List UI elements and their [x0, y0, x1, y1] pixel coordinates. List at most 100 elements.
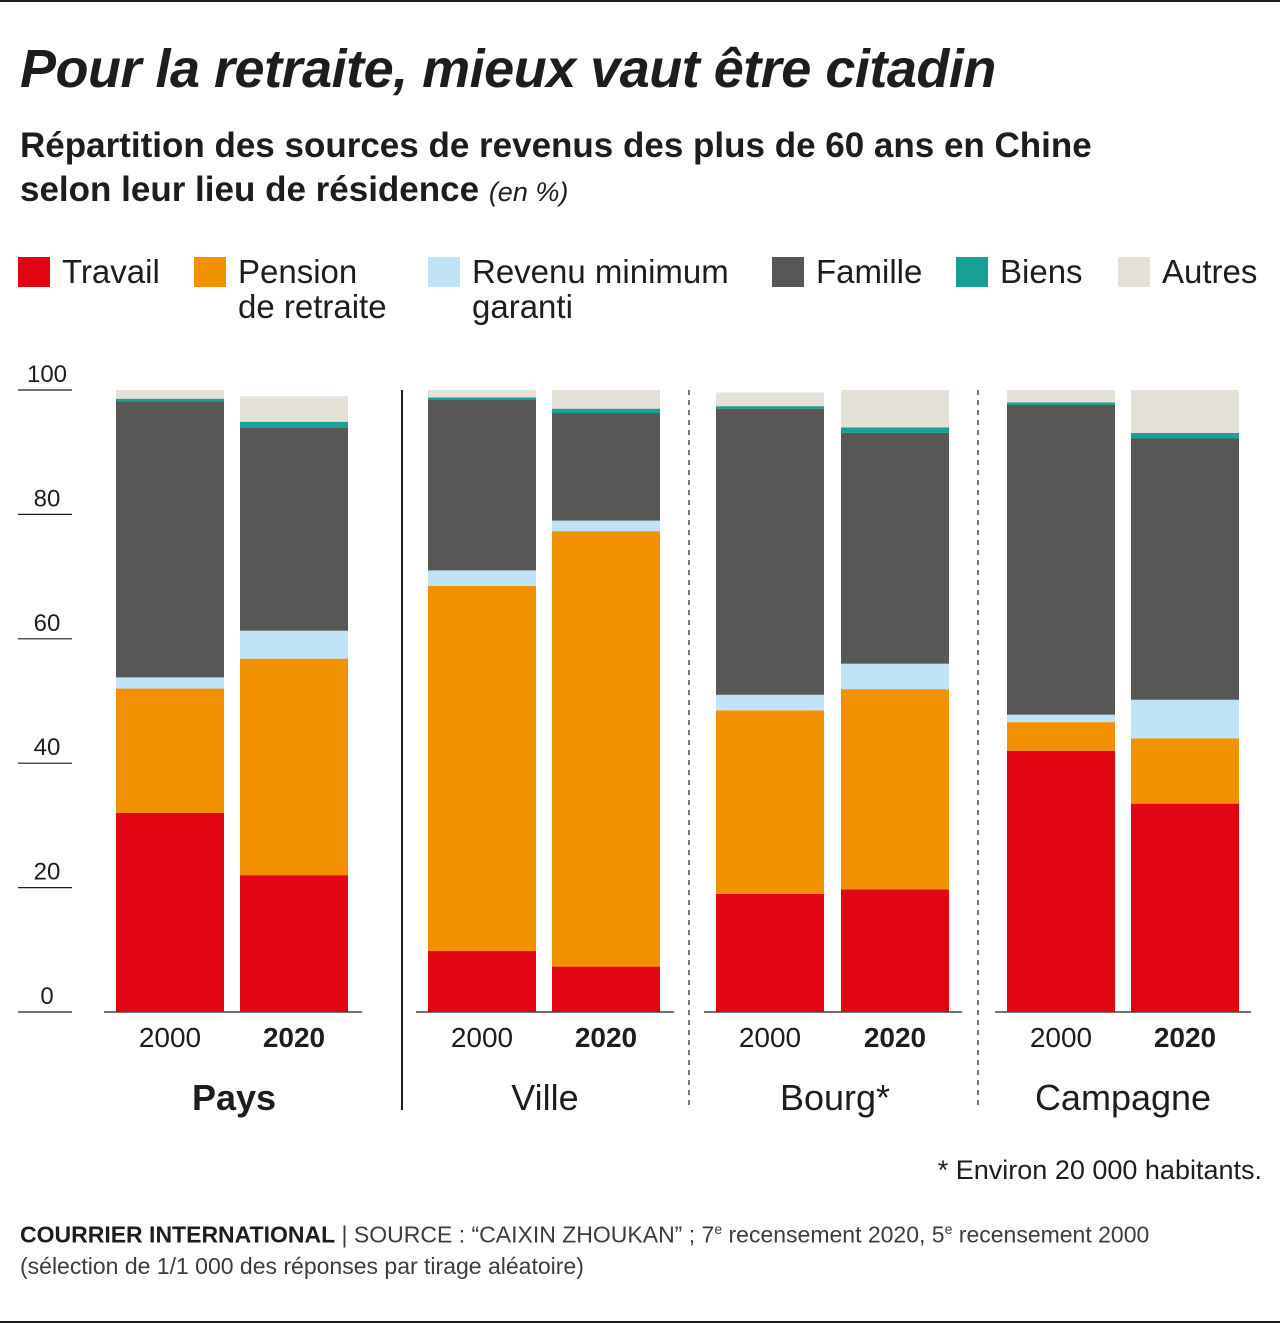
year-label: 2020 — [263, 1022, 325, 1053]
bar-segment-revenu-minimum-garanti — [1131, 699, 1239, 739]
legend-label-autres: Autres — [1162, 254, 1257, 289]
legend-item-revenu-minimum: Revenu minimum garanti — [428, 254, 729, 324]
bar-segment-famille — [428, 399, 536, 571]
bar-segment-biens — [428, 397, 536, 400]
year-label: 2020 — [575, 1022, 637, 1053]
bar-segment-revenu-minimum-garanti — [552, 520, 660, 532]
legend-label-biens-line1: Biens — [1000, 253, 1083, 290]
bar-segment-famille — [552, 413, 660, 521]
legend-label-famille: Famille — [816, 254, 922, 289]
y-tick-label: 100 — [27, 361, 67, 388]
source-text-b: recensement 2020, 5 — [722, 1221, 945, 1248]
subtitle-line-1: Répartition des sources de revenus des p… — [20, 126, 1092, 165]
legend-swatch-famille — [772, 257, 804, 287]
year-label: 2000 — [739, 1022, 801, 1053]
y-tick-label: 20 — [34, 859, 61, 886]
source-text-c: recensement 2000 — [952, 1221, 1150, 1248]
source-line-2: (sélection de 1/1 000 des réponses par t… — [20, 1252, 584, 1279]
bar-segment-travail — [716, 893, 824, 1012]
legend-label-revenu-minimum-line2: garanti — [472, 288, 573, 325]
bar-segment-revenu-minimum-garanti — [428, 570, 536, 586]
bar-segment-autres — [716, 392, 824, 407]
bar-segment-pension-de-retraite — [1131, 738, 1239, 804]
legend-label-pension: Pension de retraite — [238, 254, 387, 324]
bar-segment-revenu-minimum-garanti — [116, 677, 224, 689]
bar-segment-autres — [116, 390, 224, 399]
bar-segment-pension-de-retraite — [716, 710, 824, 894]
year-label: 2020 — [1154, 1022, 1216, 1053]
subtitle-line-2: selon leur lieu de résidence — [20, 170, 480, 209]
bar-segment-famille — [716, 408, 824, 695]
bar-segment-autres — [552, 390, 660, 409]
legend-item-biens: Biens — [956, 254, 1083, 289]
bar-segment-biens — [1131, 432, 1239, 439]
source-sup-b: e — [944, 1221, 953, 1237]
legend-label-autres-line1: Autres — [1162, 253, 1258, 290]
bar-segment-famille — [1007, 404, 1115, 715]
bar-segment-pension-de-retraite — [116, 688, 224, 813]
year-label: 2020 — [864, 1022, 926, 1053]
bar-segment-revenu-minimum-garanti — [841, 663, 949, 690]
legend-item-travail: Travail — [18, 254, 160, 289]
bar-segment-famille — [1131, 438, 1239, 700]
source-credit: COURRIER INTERNATIONAL | SOURCE : “CAIXI… — [20, 1214, 1260, 1282]
legend-label-travail: Travail — [62, 254, 160, 289]
source-sup-a: e — [714, 1221, 723, 1237]
bar-segment-biens — [240, 421, 348, 428]
legend-item-autres: Autres — [1118, 254, 1257, 289]
y-tick-label: 0 — [40, 983, 53, 1010]
bar-segment-autres — [240, 396, 348, 422]
legend-label-revenu-minimum: Revenu minimum garanti — [472, 254, 729, 324]
bar-segment-pension-de-retraite — [240, 658, 348, 876]
legend-label-biens: Biens — [1000, 254, 1083, 289]
legend-label-pension-line2: de retraite — [238, 288, 387, 325]
legend-label-pension-line1: Pension — [238, 253, 358, 290]
legend-label-famille-line1: Famille — [816, 253, 923, 290]
group-label: Ville — [511, 1077, 578, 1118]
y-tick-label: 80 — [34, 485, 61, 512]
chart-subtitle: Répartition des sources de revenus des p… — [20, 124, 1260, 214]
group-label: Bourg* — [780, 1077, 890, 1118]
group-label: Pays — [192, 1077, 276, 1118]
bar-segment-revenu-minimum-garanti — [716, 694, 824, 711]
bar-segment-autres — [1131, 390, 1239, 433]
bar-segment-famille — [240, 427, 348, 631]
legend-swatch-revenu-minimum — [428, 257, 460, 287]
bar-segment-travail — [428, 951, 536, 1012]
bar-segment-pension-de-retraite — [1007, 722, 1115, 751]
legend-swatch-autres — [1118, 257, 1150, 287]
bar-segment-biens — [1007, 402, 1115, 405]
top-rule — [0, 0, 1280, 2]
bar-segment-famille — [116, 401, 224, 678]
bar-segment-biens — [716, 406, 824, 409]
legend-label-revenu-minimum-line1: Revenu minimum — [472, 253, 729, 290]
footnote: * Environ 20 000 habitants. — [937, 1155, 1262, 1185]
bar-segment-biens — [116, 398, 224, 402]
bar-segment-travail — [552, 966, 660, 1012]
legend-label-travail-line1: Travail — [62, 253, 160, 290]
legend-swatch-pension — [194, 257, 226, 287]
group-label: Campagne — [1035, 1077, 1211, 1118]
bottom-rule — [0, 1321, 1280, 1323]
y-tick-label: 40 — [34, 734, 61, 761]
bar-segment-biens — [552, 408, 660, 414]
source-brand: COURRIER INTERNATIONAL — [20, 1221, 336, 1248]
bar-segment-pension-de-retraite — [428, 585, 536, 952]
legend-swatch-travail — [18, 257, 50, 287]
bar-segment-pension-de-retraite — [841, 689, 949, 890]
subtitle-unit: (en %) — [488, 177, 569, 207]
legend-swatch-biens — [956, 257, 988, 287]
bar-segment-autres — [841, 390, 949, 428]
bar-segment-famille — [841, 432, 949, 664]
bar-segment-pension-de-retraite — [552, 531, 660, 967]
bar-segment-travail — [1131, 803, 1239, 1012]
bar-segment-travail — [116, 812, 224, 1012]
year-label: 2000 — [451, 1022, 513, 1053]
bar-segment-autres — [1007, 390, 1115, 403]
bar-segment-revenu-minimum-garanti — [1007, 714, 1115, 723]
year-label: 2000 — [1030, 1022, 1092, 1053]
bar-segment-travail — [841, 889, 949, 1012]
chart-title: Pour la retraite, mieux vaut être citadi… — [20, 39, 996, 99]
year-label: 2000 — [139, 1022, 201, 1053]
legend-item-pension: Pension de retraite — [194, 254, 387, 324]
